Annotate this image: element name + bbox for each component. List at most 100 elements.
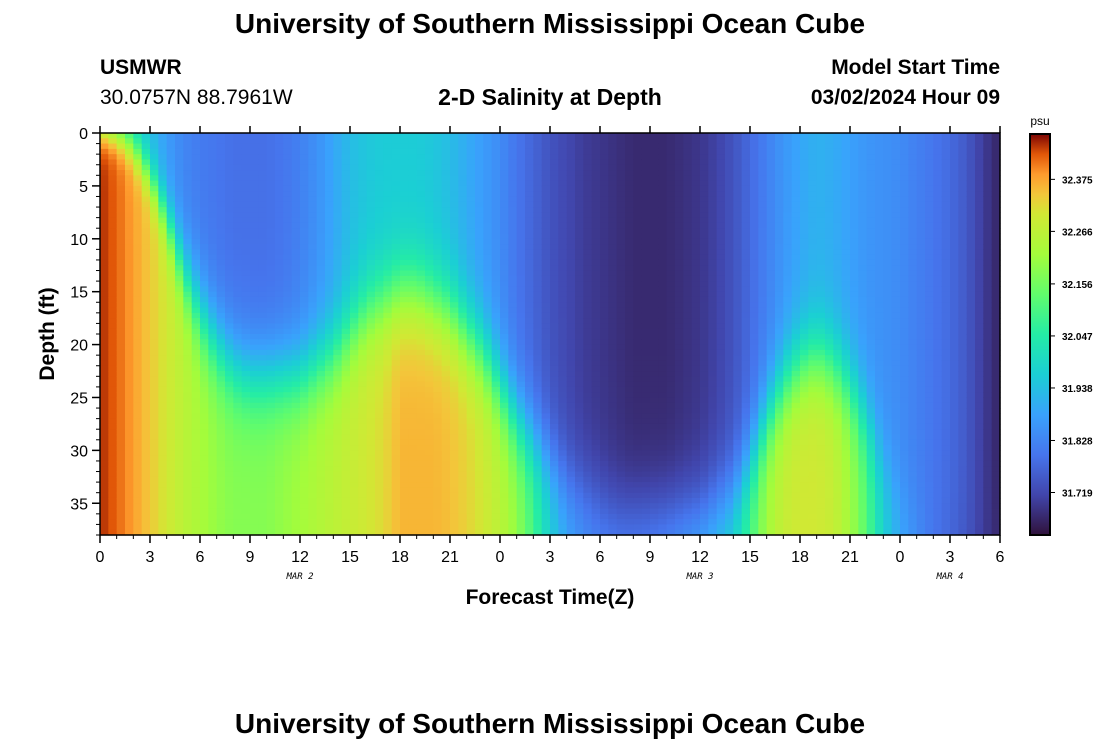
heatmap-cell (283, 466, 293, 473)
heatmap-cell (575, 281, 584, 287)
heatmap-cell (133, 175, 143, 182)
heatmap-cell (616, 259, 626, 266)
heatmap-cell (108, 386, 118, 393)
heatmap-cell (275, 244, 284, 250)
footer-title: University of Southern Mississippi Ocean… (234, 708, 866, 739)
heatmap-cell (400, 455, 409, 462)
heatmap-cell (175, 175, 184, 182)
heatmap-cell (125, 360, 134, 367)
heatmap-cell (425, 376, 434, 383)
heatmap-cell (100, 423, 109, 430)
heatmap-cell (358, 339, 368, 346)
heatmap-cell (275, 302, 284, 309)
heatmap-cell (291, 254, 301, 261)
heatmap-cell (500, 296, 509, 303)
heatmap-cell (433, 170, 443, 176)
heatmap-cell (375, 503, 384, 510)
heatmap-cell (383, 175, 393, 182)
heatmap-cell (566, 476, 576, 483)
heatmap-cell (558, 386, 568, 393)
heatmap-cell (233, 201, 243, 208)
heatmap-cell (316, 355, 326, 362)
heatmap-cell (425, 460, 434, 467)
heatmap-cell (616, 508, 626, 515)
heatmap-cell (633, 513, 643, 520)
heatmap-cell (600, 455, 609, 462)
heatmap-cell (616, 318, 626, 325)
heatmap-cell (458, 355, 468, 362)
heatmap-cell (450, 524, 459, 531)
heatmap-cell (333, 138, 343, 145)
heatmap-cell (200, 513, 209, 520)
heatmap-cell (258, 222, 268, 229)
heatmap-cell (341, 365, 351, 372)
heatmap-cell (108, 487, 118, 494)
heatmap-cell (533, 265, 543, 272)
heatmap-cell (608, 254, 618, 261)
heatmap-cell (525, 180, 534, 187)
heatmap-cell (325, 445, 334, 451)
heatmap-cell (416, 296, 426, 303)
heatmap-cell (150, 270, 159, 277)
heatmap-cell (250, 212, 259, 219)
heatmap-cell (341, 275, 351, 282)
heatmap-cell (416, 349, 426, 356)
heatmap-cell (308, 450, 318, 457)
heatmap-cell (358, 503, 368, 510)
heatmap-cell (325, 328, 334, 335)
heatmap-cell (541, 286, 551, 293)
heatmap-cell (400, 323, 409, 330)
heatmap-cell (533, 259, 543, 266)
heatmap-cell (566, 402, 576, 409)
heatmap-cell (225, 254, 234, 261)
heatmap-cell (333, 482, 343, 488)
heatmap-cell (208, 466, 218, 473)
heatmap-cell (100, 222, 109, 229)
heatmap-cell (150, 450, 159, 457)
heatmap-cell (291, 138, 301, 145)
heatmap-cell (566, 217, 576, 224)
heatmap-cell (483, 476, 493, 483)
heatmap-cell (158, 244, 168, 250)
heatmap-cell (333, 175, 343, 182)
heatmap-cell (316, 259, 326, 266)
heatmap-cell (125, 418, 134, 425)
heatmap-cell (550, 148, 559, 155)
heatmap-cell (216, 275, 226, 282)
heatmap-cell (583, 196, 593, 203)
heatmap-cell (250, 408, 259, 414)
heatmap-cell (366, 175, 376, 182)
heatmap-cell (416, 175, 426, 182)
heatmap-cell (533, 413, 543, 420)
heatmap-cell (441, 296, 451, 303)
heatmap-cell (175, 196, 184, 203)
heatmap-cell (600, 212, 609, 219)
heatmap-cell (108, 413, 118, 420)
heatmap-cell (500, 423, 509, 430)
heatmap-cell (458, 318, 468, 325)
heatmap-cell (583, 207, 593, 213)
heatmap-cell (225, 270, 234, 277)
heatmap-cell (608, 138, 618, 145)
heatmap-cell (491, 429, 501, 436)
heatmap-cell (466, 365, 476, 372)
heatmap-cell (466, 212, 476, 219)
heatmap-cell (216, 434, 226, 441)
heatmap-cell (616, 529, 626, 536)
heatmap-cell (408, 365, 418, 372)
heatmap-cell (116, 439, 126, 446)
heatmap-cell (350, 259, 359, 266)
heatmap-cell (183, 154, 193, 161)
heatmap-cell (308, 529, 318, 536)
heatmap-cell (283, 434, 293, 441)
heatmap-cell (258, 355, 268, 362)
heatmap-cell (633, 487, 643, 494)
heatmap-cell (133, 217, 143, 224)
heatmap-cell (166, 339, 176, 346)
heatmap-cell (591, 445, 601, 451)
heatmap-cell (533, 466, 543, 473)
heatmap-cell (383, 143, 393, 150)
heatmap-cell (491, 307, 501, 314)
heatmap-cell (600, 185, 609, 192)
heatmap-cell (641, 270, 651, 277)
